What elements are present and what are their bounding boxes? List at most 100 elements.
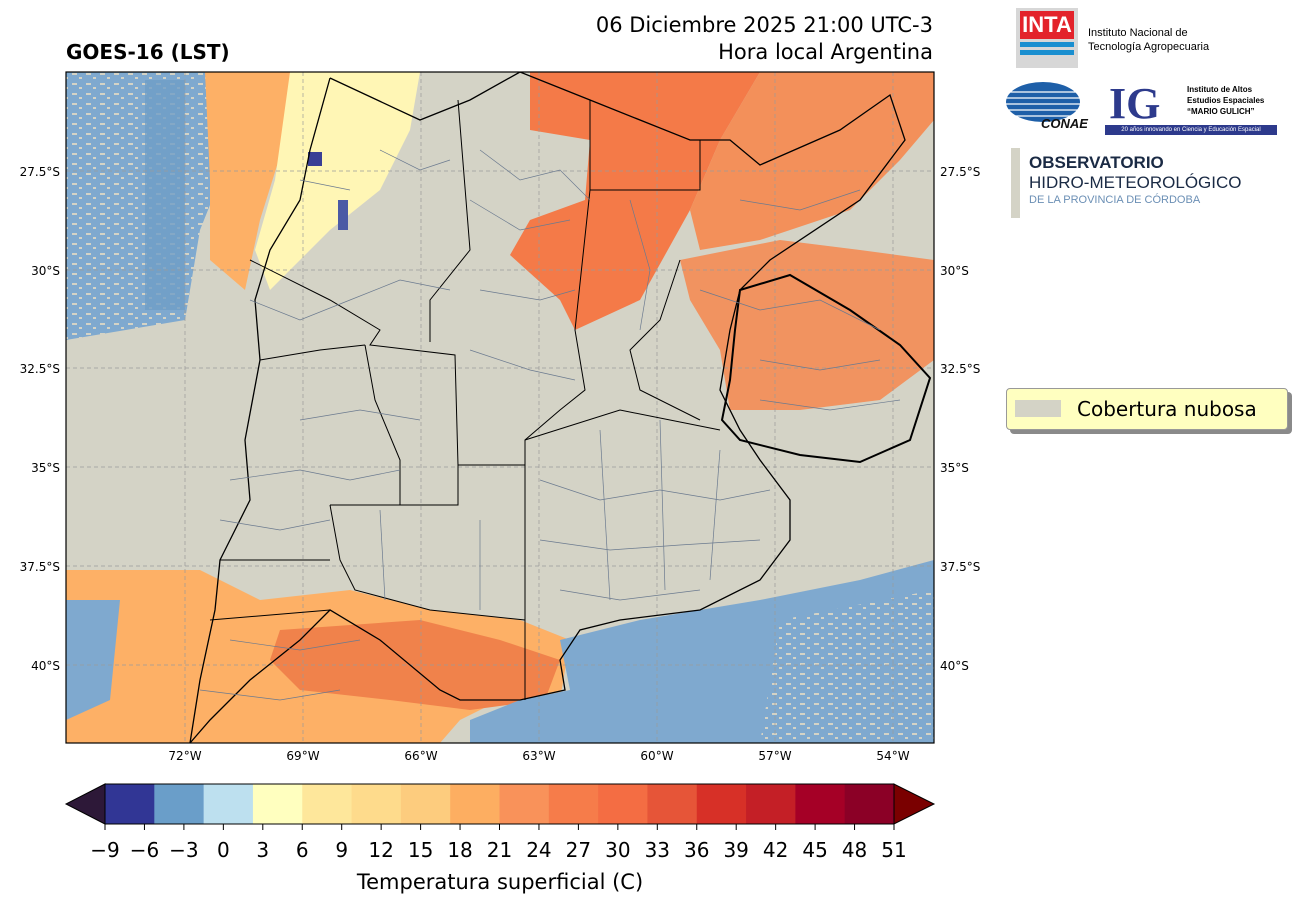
colorbar-tick-label: 48 <box>841 838 868 862</box>
graticule <box>66 72 934 743</box>
colorbar-tick-label: −6 <box>129 838 160 862</box>
lat-label: 37.5°S <box>20 560 60 574</box>
lon-label: 69°W <box>286 749 319 763</box>
inta-name: Instituto Nacional de Tecnología Agropec… <box>1088 26 1209 54</box>
inta-wordmark: INTA <box>1020 11 1074 39</box>
ig-name-line-2: Estudios Espaciales <box>1187 96 1265 105</box>
colorbar <box>64 783 936 830</box>
legend-swatch <box>1015 400 1061 417</box>
andes-cold-spot-2 <box>338 200 348 230</box>
lon-labels: 72°W 69°W 66°W 63°W 60°W 57°W 54°W <box>168 749 909 763</box>
chile-warm-strip <box>205 72 300 290</box>
colorbar-over-arrow <box>893 783 936 825</box>
colorbar-tick-label: 24 <box>526 838 552 862</box>
colorbar-tick-label: −9 <box>90 838 120 862</box>
colorbar-segment <box>548 784 599 824</box>
ig-wordmark: IG <box>1109 79 1161 128</box>
colorbar-tick-labels: −9 −6 −3 0 3 6 9 12 15 18 21 24 27 30 33 36 39 42 45 48 51 <box>0 838 1301 868</box>
colorbar-segment <box>400 784 451 824</box>
lon-label: 72°W <box>168 749 201 763</box>
pacific-block <box>145 80 185 310</box>
date-line: 06 Diciembre 2025 21:00 UTC-3 <box>595 13 933 37</box>
colorbar-tick-label: 51 <box>881 838 907 862</box>
colorbar-segment <box>746 784 796 824</box>
lon-label: 57°W <box>758 749 791 763</box>
colorbar-segment <box>154 784 205 824</box>
lat-labels-right: 27.5°S 30°S 32.5°S 35°S 37.5°S 40°S <box>940 165 980 673</box>
colorbar-tick-label: 30 <box>605 838 631 862</box>
colorbar-tick-label: 36 <box>684 838 710 862</box>
lat-label: 27.5°S <box>20 165 60 179</box>
colorbar-tick-label: 39 <box>723 838 749 862</box>
southwest-pacific-region <box>66 600 120 720</box>
observatorio-logo: OBSERVATORIO HIDRO-METEOROLÓGICO DE LA P… <box>1029 153 1242 207</box>
lat-label: 37.5°S <box>940 560 980 574</box>
timestamp-block: 06 Diciembre 2025 21:00 UTC-3 Hora local… <box>596 12 933 66</box>
colorbar-tick-label: 12 <box>368 838 394 862</box>
country-border <box>189 72 906 743</box>
lon-label: 63°W <box>522 749 555 763</box>
conae-wordmark: CONAE <box>1041 116 1088 131</box>
colorbar-segment <box>795 784 846 824</box>
lat-label: 35°S <box>31 461 60 475</box>
colorbar-segment <box>252 784 303 824</box>
lat-labels-left: 27.5°S 30°S 32.5°S 35°S 37.5°S 40°S <box>20 165 60 673</box>
colorbar-segment <box>351 784 402 824</box>
colorbar-under-arrow <box>64 783 106 825</box>
colorbar-segment <box>105 784 155 824</box>
lat-label: 30°S <box>940 264 969 278</box>
colorbar-segment <box>450 784 500 824</box>
lat-label: 40°S <box>31 659 60 673</box>
province-borders <box>209 99 721 700</box>
map-canvas: 27.5°S 30°S 32.5°S 35°S 37.5°S 40°S 27.5… <box>20 71 980 763</box>
ig-name-line-1: Instituto de Altos <box>1187 85 1253 94</box>
lon-label: 66°W <box>404 749 437 763</box>
colorbar-segment <box>598 784 648 824</box>
colorbar-tick-label: 15 <box>407 838 434 862</box>
department-borders <box>199 149 901 701</box>
northeast-warm-region <box>510 72 760 330</box>
ig-tagline: 20 años innovando en Ciencia y Educación… <box>1105 125 1277 135</box>
obs-logo-bar <box>1011 148 1020 218</box>
colorbar-tick-label: 18 <box>447 838 473 862</box>
colorbar-tick-label: 42 <box>762 838 789 862</box>
map-title: GOES-16 (LST) <box>66 40 230 64</box>
conae-logo: CONAE <box>1005 80 1088 131</box>
obs-line-3: DE LA PROVINCIA DE CÓRDOBA <box>1029 194 1201 206</box>
colorbar-title: Temperatura superficial (C) <box>356 870 644 894</box>
colorbar-tick-label: 6 <box>295 838 309 862</box>
colorbar-tick-label: 0 <box>216 838 230 862</box>
colorbar-segment <box>647 784 698 824</box>
atlantic-speckled-region <box>760 590 934 743</box>
inta-logo: INTA <box>1016 8 1078 68</box>
lat-label: 30°S <box>31 264 60 278</box>
uruguay-warm-region <box>680 240 934 410</box>
ig-name: Instituto de Altos Estudios Espaciales “… <box>1187 84 1264 117</box>
colorbar-tick-label: 3 <box>256 838 270 862</box>
colorbar-tickmarks <box>104 824 895 830</box>
uruguay-border <box>720 273 932 464</box>
colorbar-segment <box>696 784 747 824</box>
legend: Cobertura nubosa <box>1006 388 1288 430</box>
lat-label: 32.5°S <box>940 362 980 376</box>
lat-label: 27.5°S <box>940 165 980 179</box>
map-frame-border <box>65 71 935 744</box>
colorbar-tick-label: 9 <box>335 838 349 862</box>
andes-cold-spot <box>308 152 322 166</box>
map-field <box>66 72 934 743</box>
lon-label: 60°W <box>640 749 673 763</box>
andes-cool-strip <box>255 72 420 290</box>
colorbar-segment <box>203 784 254 824</box>
colorbar-tick-label: 33 <box>644 838 671 862</box>
lat-label: 35°S <box>940 461 969 475</box>
colorbar-segment <box>499 784 550 824</box>
colorbar-tick-label: 21 <box>486 838 513 862</box>
colorbar-segments <box>105 784 895 824</box>
lon-label: 54°W <box>876 749 909 763</box>
legend-label: Cobertura nubosa <box>1077 397 1257 421</box>
colorbar-tick-label: 45 <box>802 838 828 862</box>
obs-line-1: OBSERVATORIO <box>1029 153 1164 172</box>
colorbar-tick-label: −3 <box>169 838 199 862</box>
inta-name-line-2: Tecnología Agropecuaria <box>1088 41 1210 53</box>
colorbar-segment <box>302 784 353 824</box>
